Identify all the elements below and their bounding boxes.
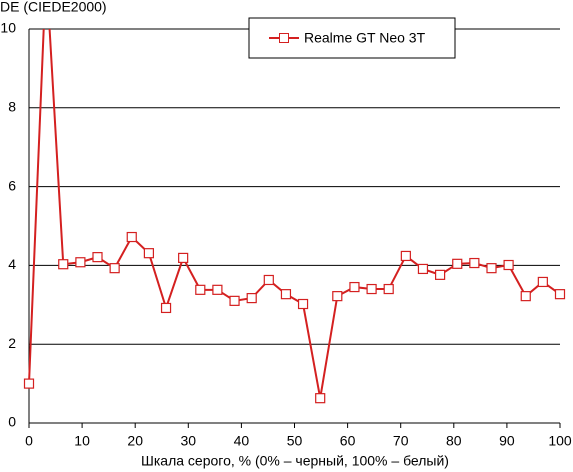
marker: [263, 274, 274, 286]
marker: [452, 258, 463, 269]
marker: [160, 302, 172, 314]
y-tick-label: 10: [0, 20, 16, 36]
marker: [486, 263, 497, 274]
marker: [435, 269, 446, 280]
marker: [229, 295, 240, 306]
legend-label: Realme GT Neo 3T: [304, 30, 426, 46]
marker: [246, 293, 257, 304]
marker: [469, 257, 480, 269]
marker: [315, 393, 326, 404]
marker: [75, 257, 86, 268]
x-tick-label: 0: [25, 433, 33, 449]
marker: [332, 291, 343, 302]
marker: [503, 259, 514, 271]
y-tick-label: 2: [8, 335, 16, 351]
marker: [109, 263, 120, 274]
y-tick-label: 0: [8, 414, 16, 430]
x-tick-label: 30: [181, 433, 197, 449]
marker: [417, 263, 429, 275]
y-tick-label: 6: [8, 177, 16, 193]
marker: [297, 298, 309, 310]
x-tick-label: 20: [127, 433, 143, 449]
marker: [178, 252, 189, 264]
y-tick-label: 4: [8, 256, 16, 272]
chart-title: DE (CIEDE2000): [0, 0, 107, 15]
marker: [366, 283, 377, 295]
x-tick-label: 10: [74, 433, 90, 449]
marker: [537, 276, 548, 288]
plot: [23, 29, 566, 404]
marker: [280, 289, 292, 300]
x-tick-label: 90: [499, 433, 515, 449]
x-axis-label: Шкала серого, % (0% – черный, 100% – бел…: [141, 453, 449, 469]
marker: [143, 248, 154, 259]
x-tick-label: 80: [446, 433, 462, 449]
marker: [520, 291, 531, 302]
marker: [212, 284, 223, 295]
marker: [349, 281, 360, 293]
marker: [58, 259, 69, 270]
x-tick-label: 70: [393, 433, 409, 449]
x-tick-label: 60: [340, 433, 356, 449]
marker: [400, 250, 411, 262]
legend-marker: [279, 33, 289, 43]
legend-box: [248, 17, 456, 59]
y-tick-label: 8: [8, 99, 16, 115]
marker: [126, 231, 137, 243]
x-tick-label: 100: [548, 433, 572, 449]
marker: [554, 289, 566, 300]
marker: [92, 252, 103, 263]
x-tick-label: 50: [287, 433, 303, 449]
x-tick-label: 40: [234, 433, 250, 449]
line: [28, 29, 561, 399]
marker: [23, 378, 35, 389]
marker: [383, 283, 394, 295]
marker: [195, 284, 206, 295]
